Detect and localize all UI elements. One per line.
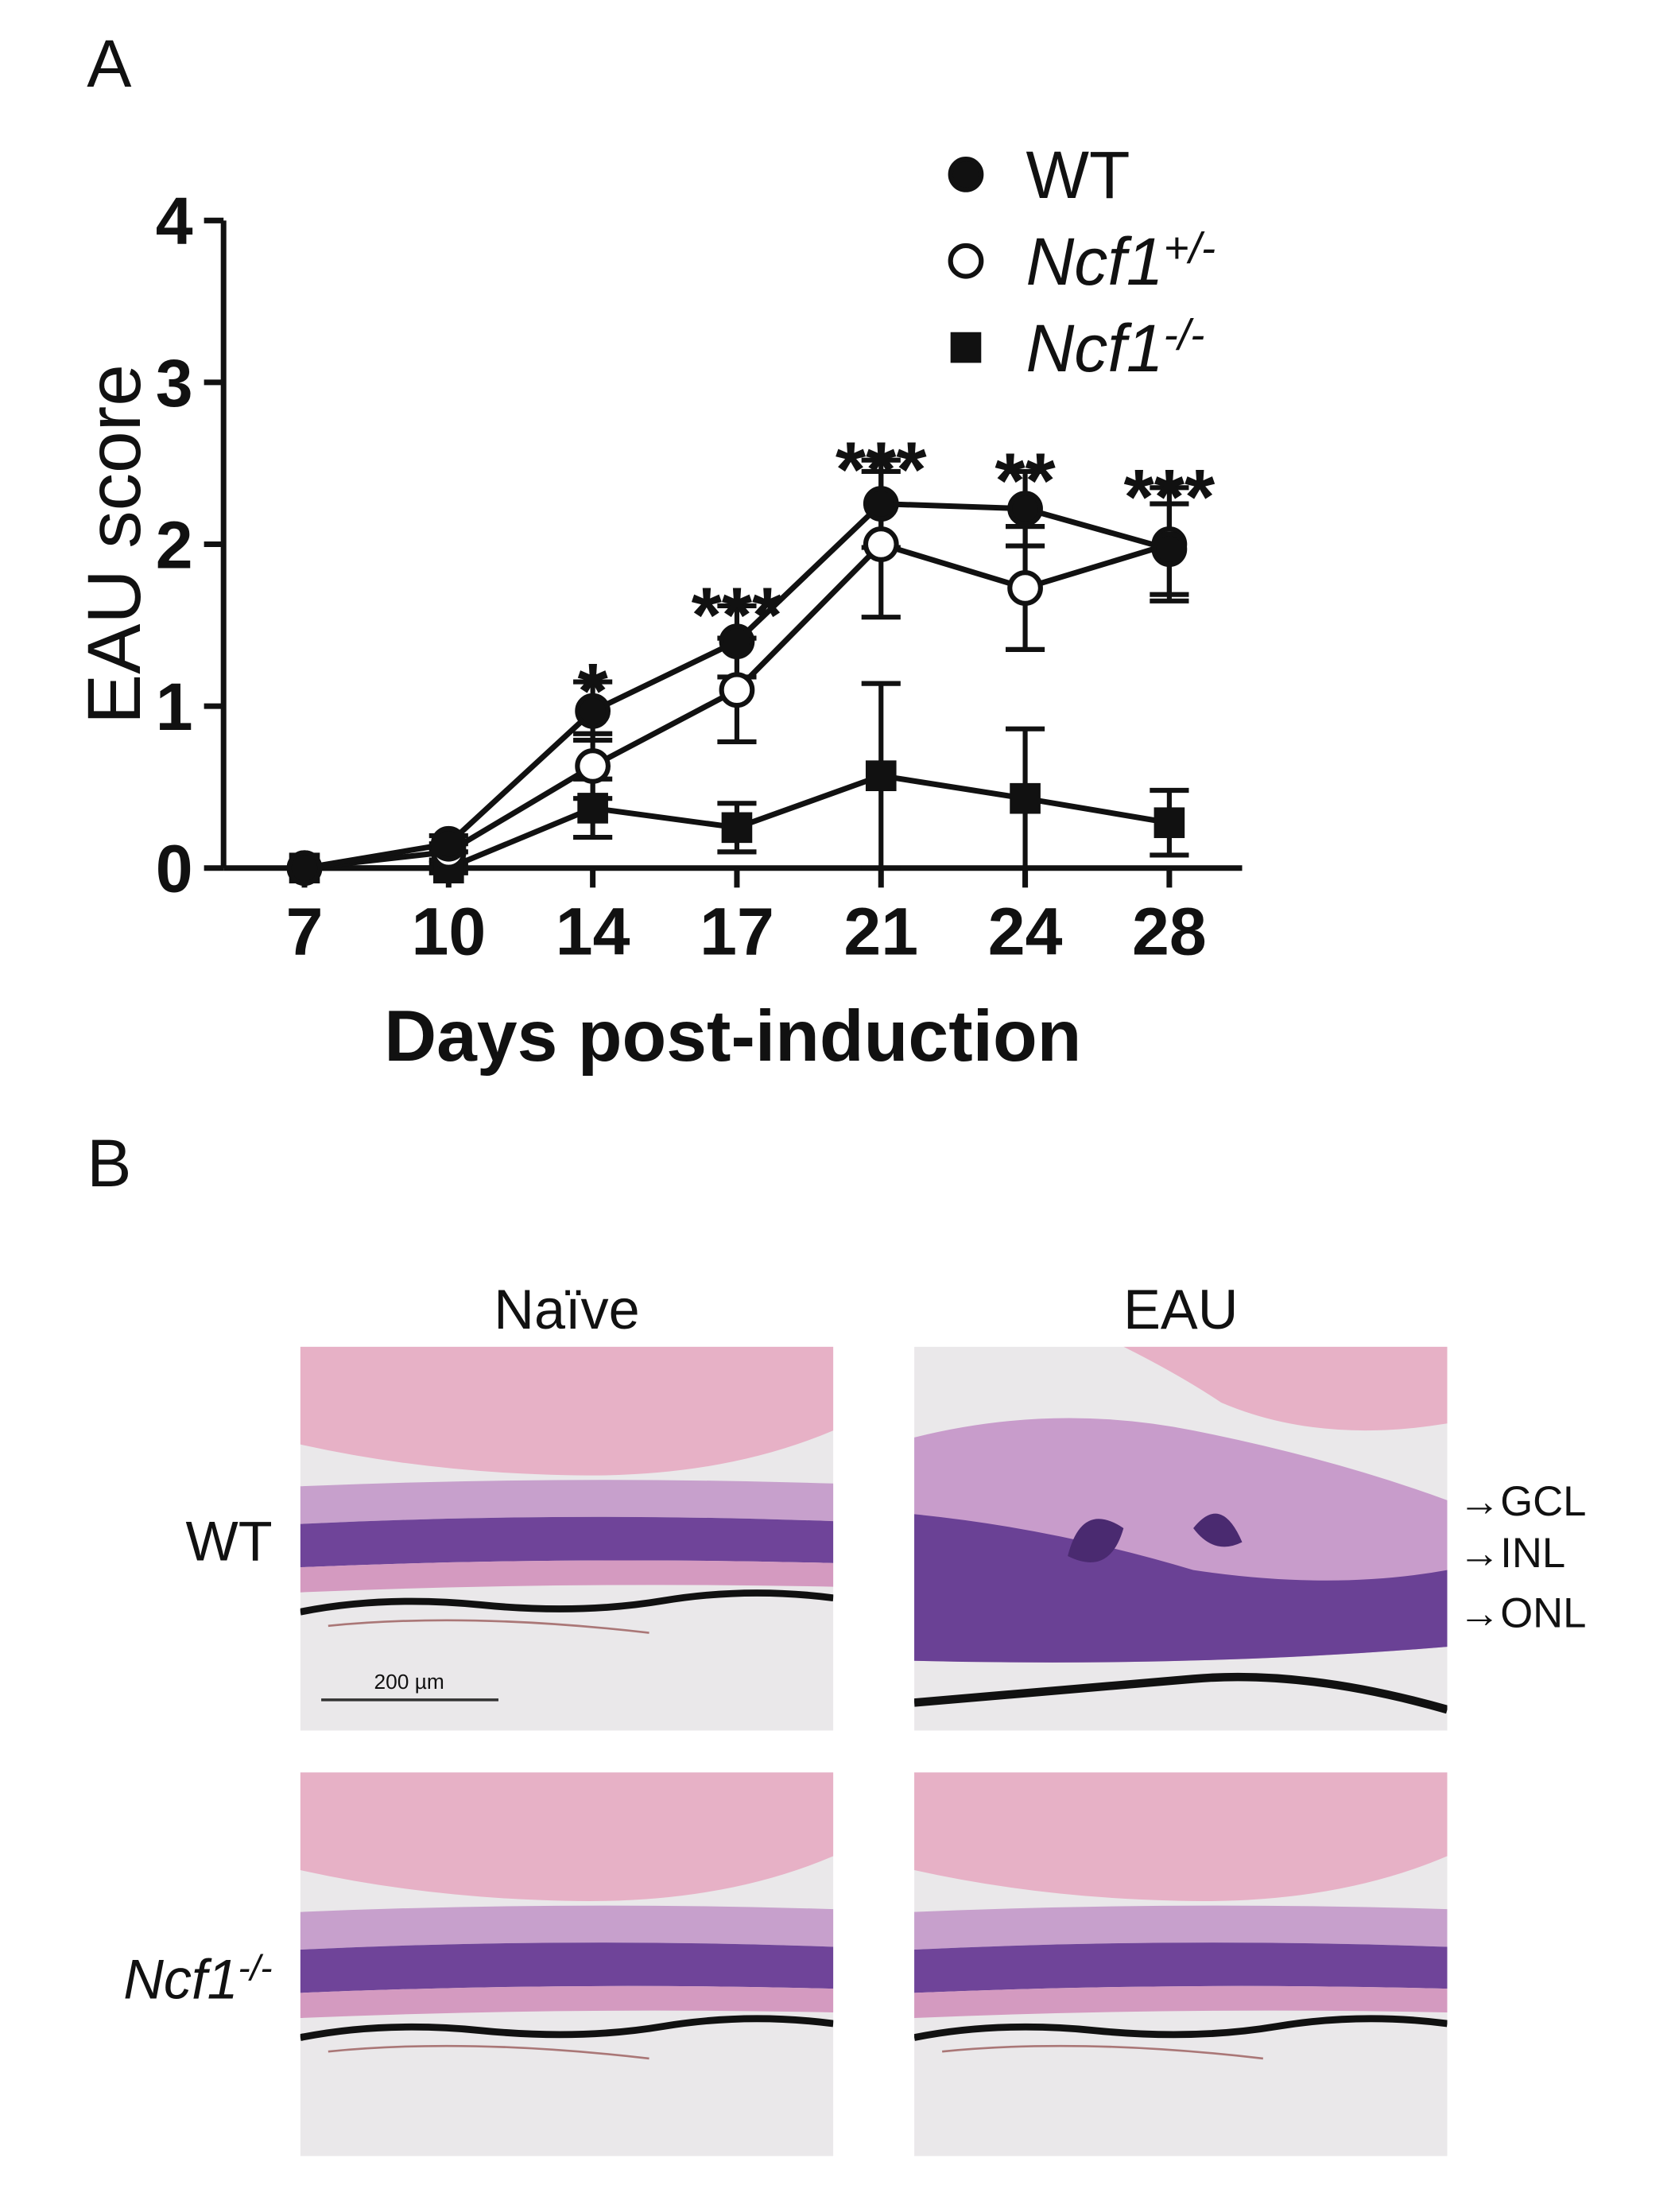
marker: [721, 812, 753, 844]
x-tick-label: 10: [411, 895, 486, 969]
legend-label: Ncf1+/-: [1026, 223, 1216, 299]
micrograph: [914, 1347, 1447, 1731]
y-tick-label: 0: [156, 832, 193, 906]
marker: [430, 825, 467, 862]
layer-label: →GCL: [1459, 1478, 1587, 1525]
marker: [863, 486, 899, 522]
legend-label: Ncf1-/-: [1026, 310, 1204, 386]
marker: [719, 623, 755, 660]
marker: [575, 748, 611, 784]
significance: ***: [692, 572, 783, 659]
marker: [577, 793, 608, 824]
scale-bar-label: 200 µm: [374, 1670, 444, 1694]
arrow: →: [1459, 1478, 1501, 1525]
y-axis-title: EAU score: [72, 364, 157, 724]
x-tick-label: 14: [556, 895, 630, 969]
column-label: Naïve: [494, 1278, 639, 1341]
marker: [865, 760, 897, 791]
x-tick-label: 7: [286, 895, 324, 969]
layer-label: →INL: [1459, 1530, 1566, 1577]
x-tick-label: 24: [988, 895, 1063, 969]
marker: [286, 850, 323, 887]
significance: ***: [836, 425, 927, 513]
marker: [1007, 491, 1043, 527]
y-tick-label: 1: [156, 669, 193, 744]
layer-name: GCL: [1500, 1478, 1586, 1525]
panel-label: A: [87, 26, 132, 101]
x-tick-label: 28: [1132, 895, 1207, 969]
marker: [1007, 570, 1043, 606]
micrograph: [914, 1772, 1447, 2156]
marker: [575, 693, 611, 729]
arrow: →: [1459, 1590, 1501, 1637]
marker: [948, 157, 984, 192]
marker: [948, 243, 984, 279]
layer-name: ONL: [1500, 1590, 1586, 1637]
y-tick-label: 2: [156, 507, 193, 582]
micrograph: [300, 1772, 833, 2156]
row-label: WT: [186, 1509, 273, 1572]
layer-name: INL: [1500, 1530, 1565, 1577]
marker: [1151, 531, 1188, 568]
marker: [1154, 807, 1185, 839]
x-tick-label: 21: [843, 895, 918, 969]
y-tick-label: 3: [156, 346, 193, 421]
arrow: →: [1459, 1530, 1501, 1577]
significance: **: [995, 437, 1056, 525]
panel-label: B: [87, 1126, 131, 1201]
y-tick-label: 4: [156, 184, 193, 258]
marker: [1010, 782, 1041, 814]
x-tick-label: 17: [700, 895, 774, 969]
column-label: EAU: [1123, 1278, 1238, 1341]
significance: ***: [1124, 453, 1216, 541]
significance: *: [578, 647, 609, 735]
histology: Naïve EAU WT Ncf1-/- 200 µm →GCL →INL →O…: [123, 1278, 1586, 2156]
x-axis-title: Days post-induction: [384, 995, 1081, 1077]
marker: [719, 672, 755, 708]
legend-label: WT: [1026, 138, 1130, 212]
row-label: Ncf1-/-: [123, 1947, 272, 2010]
marker: [950, 332, 982, 363]
layer-label: →ONL: [1459, 1590, 1587, 1637]
marker: [863, 526, 899, 562]
